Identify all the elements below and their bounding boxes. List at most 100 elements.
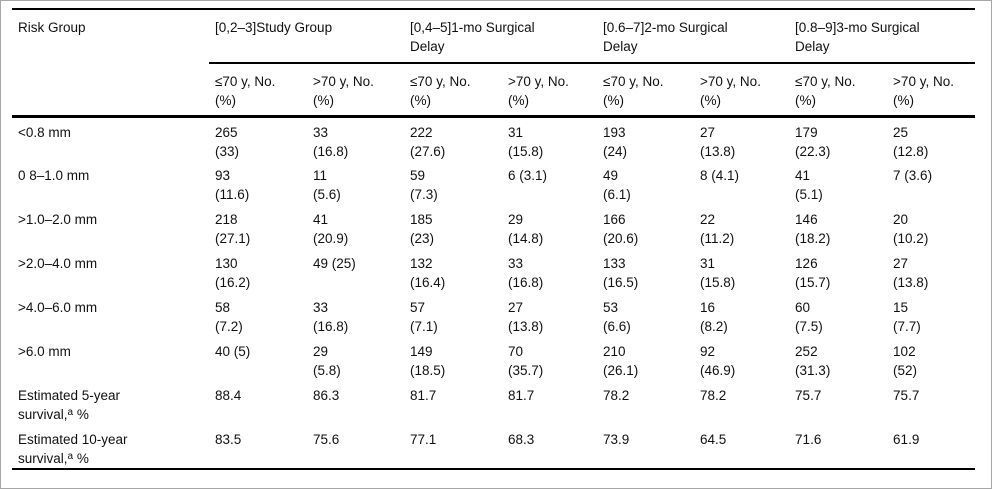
subheader-le70-study: ≤70 y, No. (%) xyxy=(209,63,307,118)
row-label-suffix: % xyxy=(73,450,89,466)
table-cell: 27 (13.8) xyxy=(700,124,736,159)
table-body: <0.8 mm 265 (33) 33 (16.8) 222 (27.6) 31 (15… xyxy=(12,116,975,469)
subheader-row: ≤70 y, No. (%) >70 y, No. (%) ≤70 y, No.… xyxy=(12,63,976,118)
table-cell: 31 (15.8) xyxy=(700,255,736,290)
table-cell: 132 (16.4) xyxy=(410,255,446,290)
row-label: Estimated 5-year survival,a % xyxy=(18,387,121,422)
group-header-study-group: [0,2–3]Study Group xyxy=(209,9,405,64)
table-row: Estimated 5-year survival,a % 88.4 86.3 81.… xyxy=(12,381,975,425)
table-cell: 58 (7.2) xyxy=(215,299,243,334)
table-cell: 33 (16.8) xyxy=(313,299,349,334)
table-cell: 210 (26.1) xyxy=(603,343,639,378)
risk-group-table: Risk Group [0,2–3]Study Group [0,4–5]1-m… xyxy=(12,8,976,470)
table-cell: 59 (7.3) xyxy=(410,167,438,202)
risk-group-header: Risk Group xyxy=(12,9,209,118)
table-cell: 41 (5.1) xyxy=(795,167,823,202)
group-header-row: Risk Group [0,2–3]Study Group [0,4–5]1-m… xyxy=(12,9,976,118)
table-cell: 265 (33) xyxy=(215,124,240,159)
subheader-gt70-study: >70 y, No. (%) xyxy=(307,63,405,118)
table-cell: 252 (31.3) xyxy=(795,343,831,378)
table-cell: 93 (11.6) xyxy=(215,167,250,202)
row-label: >6.0 mm xyxy=(18,343,71,359)
table-cell: 88.4 xyxy=(215,387,242,403)
row-label: >1.0–2.0 mm xyxy=(18,211,98,227)
table-cell: 149 (18.5) xyxy=(410,343,446,378)
table-cell: 193 (24) xyxy=(603,124,628,159)
table-cell: 16 (8.2) xyxy=(700,299,728,334)
table-row: Estimated 10-year survival,a % 83.5 75.6 77… xyxy=(12,425,975,469)
table-cell: 77.1 xyxy=(410,431,437,447)
table-cell: 53 (6.6) xyxy=(603,299,631,334)
row-label: 0 8–1.0 mm xyxy=(18,167,90,183)
table-row: >6.0 mm 40 (5) 29 (5.8) 149 (18.5) 70 (35.7)… xyxy=(12,337,975,381)
subheader-le70-2mo: ≤70 y, No. (%) xyxy=(597,63,695,118)
table-row: 0 8–1.0 mm 93 (11.6) 11 (5.6) 59 (7.3) 6 (3.… xyxy=(12,161,975,205)
row-label: <0.8 mm xyxy=(18,124,71,140)
table-cell: 40 (5) xyxy=(215,343,251,359)
table-cell: 31 (15.8) xyxy=(508,124,544,159)
table-cell: 8 (4.1) xyxy=(700,167,740,183)
table-cell: 222 (27.6) xyxy=(410,124,446,159)
table-cell: 146 (18.2) xyxy=(795,211,831,246)
table-cell: 11 (5.6) xyxy=(313,167,341,202)
table-cell: 61.9 xyxy=(893,431,920,447)
row-label: >4.0–6.0 mm xyxy=(18,299,98,315)
table-cell: 20 (10.2) xyxy=(893,211,929,246)
table-cell: 60 (7.5) xyxy=(795,299,823,334)
table-cell: 68.3 xyxy=(508,431,535,447)
group-header-3mo-delay: [0.8–9]3-mo Surgical Delay xyxy=(789,9,976,64)
row-label: >2.0–4.0 mm xyxy=(18,255,98,271)
group-header-2mo-delay: [0.6–7]2-mo Surgical Delay xyxy=(597,9,790,64)
table-cell: 29 (5.8) xyxy=(313,343,341,378)
table-cell: 7 (3.6) xyxy=(893,167,933,183)
row-label-suffix: % xyxy=(73,406,89,422)
table-cell: 83.5 xyxy=(215,431,242,447)
table-cell: 49 (6.1) xyxy=(603,167,631,202)
table-row: >4.0–6.0 mm 58 (7.2) 33 (16.8) 57 (7.1) 27 (… xyxy=(12,293,975,337)
subheader-le70-3mo: ≤70 y, No. (%) xyxy=(789,63,888,118)
subheader-le70-1mo: ≤70 y, No. (%) xyxy=(404,63,503,118)
table-cell: 102 (52) xyxy=(893,343,918,378)
table-cell: 166 (20.6) xyxy=(603,211,639,246)
table-cell: 75.6 xyxy=(313,431,340,447)
table-cell: 78.2 xyxy=(603,387,630,403)
table-cell: 71.6 xyxy=(795,431,822,447)
table-cell: 15 (7.7) xyxy=(893,299,921,334)
table-cell: 126 (15.7) xyxy=(795,255,831,290)
table-cell: 29 (14.8) xyxy=(508,211,544,246)
table-cell: 86.3 xyxy=(313,387,340,403)
table-cell: 25 (12.8) xyxy=(893,124,929,159)
footnote-marker: a xyxy=(67,450,74,462)
table-cell: 179 (22.3) xyxy=(795,124,831,159)
table-cell: 81.7 xyxy=(410,387,437,403)
table-row: <0.8 mm 265 (33) 33 (16.8) 222 (27.6) 31 (15… xyxy=(12,116,975,161)
subheader-gt70-3mo: >70 y, No. (%) xyxy=(887,63,976,118)
table-cell: 41 (20.9) xyxy=(313,211,349,246)
table-row: >2.0–4.0 mm 130 (16.2) 49 (25) 132 (16.4) 33… xyxy=(12,249,975,293)
footnote-marker: a xyxy=(67,406,74,418)
table-cell: 22 (11.2) xyxy=(700,211,735,246)
subheader-gt70-1mo: >70 y, No. (%) xyxy=(502,63,598,118)
table-cell: 81.7 xyxy=(508,387,535,403)
table-cell: 49 (25) xyxy=(313,255,356,271)
table-cell: 218 (27.1) xyxy=(215,211,251,246)
subheader-gt70-2mo: >70 y, No. (%) xyxy=(694,63,790,118)
row-label: Estimated 10-year survival,a % xyxy=(18,431,128,466)
table-cell: 27 (13.8) xyxy=(508,299,544,334)
table-cell: 73.9 xyxy=(603,431,630,447)
table-row: >1.0–2.0 mm 218 (27.1) 41 (20.9) 185 (23) 29… xyxy=(12,205,975,249)
table-cell: 185 (23) xyxy=(410,211,435,246)
table-cell: 92 (46.9) xyxy=(700,343,736,378)
table-header: Risk Group [0,2–3]Study Group [0,4–5]1-m… xyxy=(12,9,976,118)
table-cell: 64.5 xyxy=(700,431,727,447)
group-header-1mo-delay: [0,4–5]1-mo Surgical Delay xyxy=(404,9,598,64)
table-cell: 75.7 xyxy=(795,387,822,403)
table-cell: 130 (16.2) xyxy=(215,255,251,290)
table-cell: 57 (7.1) xyxy=(410,299,438,334)
table-cell: 33 (16.8) xyxy=(313,124,349,159)
table-cell: 78.2 xyxy=(700,387,727,403)
table-cell: 75.7 xyxy=(893,387,920,403)
table-cell: 27 (13.8) xyxy=(893,255,929,290)
table-cell: 133 (16.5) xyxy=(603,255,639,290)
table-cell: 6 (3.1) xyxy=(508,167,548,183)
